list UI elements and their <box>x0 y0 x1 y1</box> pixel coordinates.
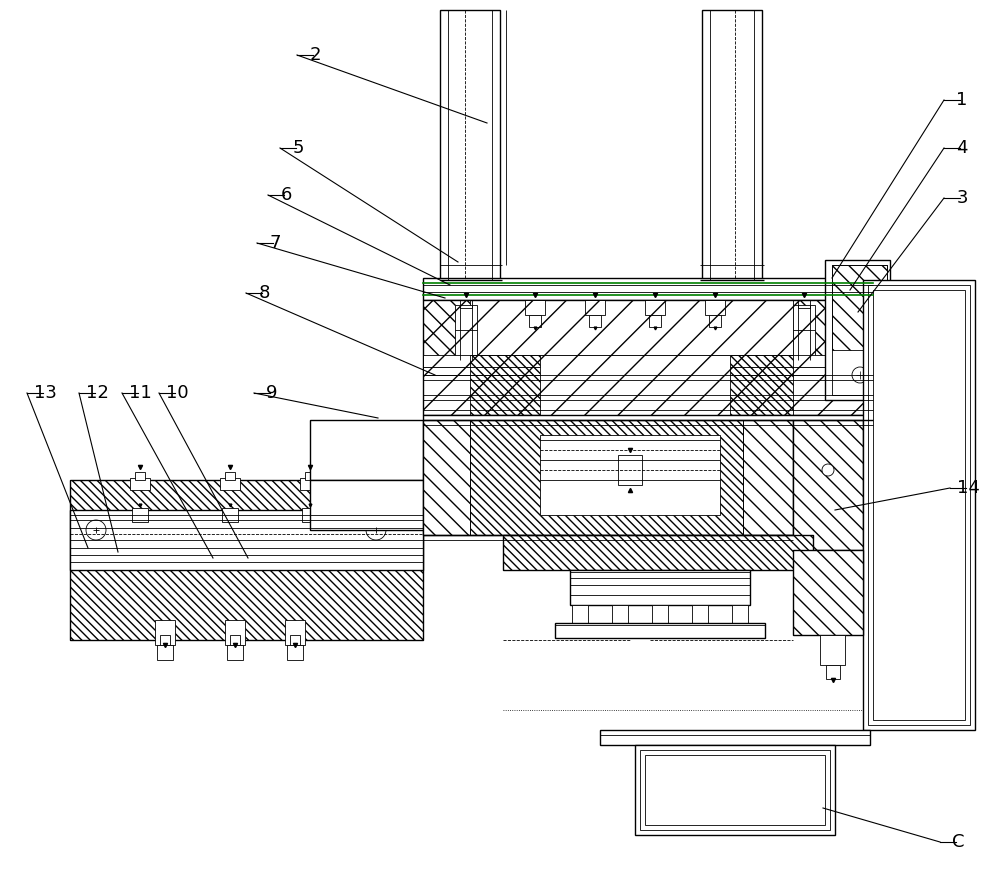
Bar <box>640 750 830 830</box>
Text: 14: 14 <box>957 479 979 497</box>
Bar <box>440 10 500 280</box>
Bar <box>540 355 730 415</box>
Bar <box>798 300 810 308</box>
Bar <box>227 645 243 660</box>
Bar <box>820 635 845 665</box>
Bar <box>285 620 305 645</box>
Bar <box>423 278 873 300</box>
Bar <box>649 315 661 327</box>
Bar <box>225 620 245 645</box>
Bar <box>589 315 601 327</box>
Bar <box>585 300 605 315</box>
Circle shape <box>822 464 834 476</box>
Bar <box>525 300 545 315</box>
Circle shape <box>86 520 106 540</box>
Bar <box>540 435 720 515</box>
Text: 12: 12 <box>86 384 108 402</box>
Text: 4: 4 <box>956 139 968 157</box>
Bar <box>460 300 472 308</box>
Bar <box>132 508 148 522</box>
Bar <box>423 355 873 367</box>
Text: 3: 3 <box>956 189 968 207</box>
Bar <box>529 315 541 327</box>
Text: 11: 11 <box>129 384 151 402</box>
Bar <box>157 645 173 660</box>
Bar <box>826 665 840 679</box>
Text: 13: 13 <box>34 384 56 402</box>
Bar <box>702 10 762 280</box>
Bar <box>793 305 815 360</box>
Text: 8: 8 <box>258 284 270 302</box>
Bar <box>423 415 873 425</box>
Bar <box>793 420 863 550</box>
Bar <box>793 550 863 635</box>
Bar <box>645 755 825 825</box>
Text: C: C <box>952 833 964 851</box>
Bar <box>225 472 235 480</box>
Bar <box>222 508 238 522</box>
Bar <box>455 305 477 360</box>
Bar <box>709 315 721 327</box>
Bar <box>732 605 748 623</box>
Text: 2: 2 <box>309 46 321 64</box>
Bar <box>868 285 970 725</box>
Text: 9: 9 <box>266 384 278 402</box>
Bar <box>220 478 240 490</box>
Bar <box>572 605 588 623</box>
Bar <box>70 480 423 510</box>
Bar <box>618 455 642 485</box>
Circle shape <box>852 367 868 383</box>
Text: 6: 6 <box>280 186 292 204</box>
Bar <box>705 300 725 315</box>
Bar <box>635 745 835 835</box>
Bar <box>503 535 813 570</box>
Bar <box>570 570 750 605</box>
Bar <box>652 605 668 623</box>
Circle shape <box>366 520 386 540</box>
Bar <box>503 535 813 570</box>
Bar <box>305 472 315 480</box>
Bar <box>70 480 423 640</box>
Bar <box>302 508 318 522</box>
Bar <box>555 623 765 638</box>
Bar <box>832 265 887 395</box>
Bar <box>230 635 240 645</box>
Bar <box>423 300 873 415</box>
Bar <box>873 290 965 720</box>
Bar <box>612 605 628 623</box>
Text: 7: 7 <box>269 234 281 252</box>
Bar <box>160 635 170 645</box>
Bar <box>290 635 300 645</box>
Bar <box>155 620 175 645</box>
Bar <box>135 472 145 480</box>
Bar <box>423 367 873 375</box>
Text: 10: 10 <box>166 384 188 402</box>
Bar <box>863 280 975 730</box>
Bar <box>645 300 665 315</box>
Bar <box>287 645 303 660</box>
Bar <box>423 420 793 535</box>
Text: 1: 1 <box>956 91 968 109</box>
Bar <box>300 478 320 490</box>
Polygon shape <box>310 420 423 480</box>
Bar <box>600 730 870 745</box>
Bar <box>130 478 150 490</box>
Bar <box>692 605 708 623</box>
Polygon shape <box>310 480 423 530</box>
Bar <box>70 510 423 570</box>
Bar <box>70 570 423 640</box>
Text: 5: 5 <box>292 139 304 157</box>
Bar <box>825 260 890 400</box>
